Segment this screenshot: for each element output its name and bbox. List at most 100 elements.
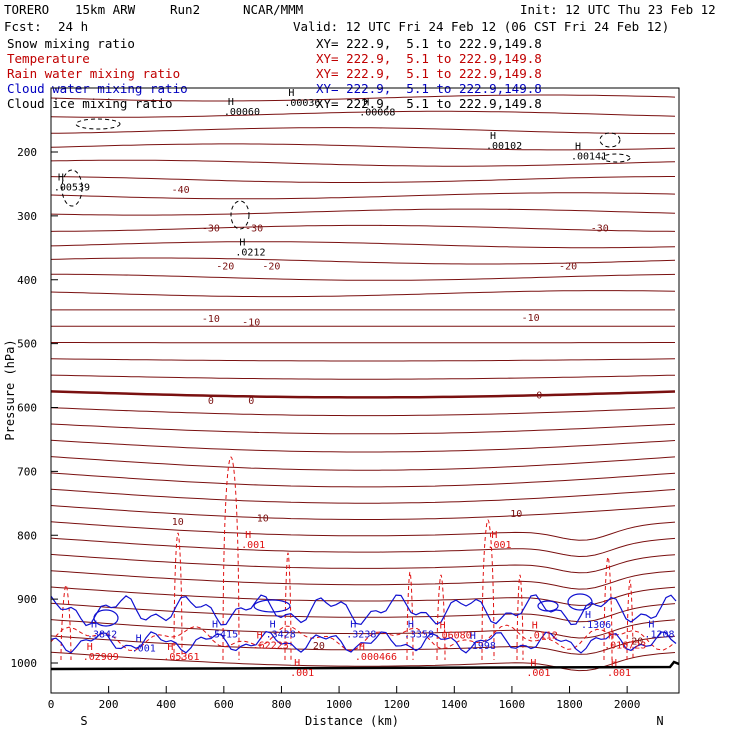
temperature-contour [50, 374, 676, 380]
maximum-marker: H [585, 610, 591, 621]
maximum-marker: H [288, 88, 294, 99]
legend-rain-xy: XY= 222.9, 5.1 to 222.9,149.8 [316, 66, 542, 81]
temperature-contour [50, 208, 676, 216]
rain-contours [50, 456, 676, 661]
temperature-contour [50, 505, 676, 520]
temperature-contour-label: 10 [257, 513, 269, 524]
maximum-marker: H [87, 642, 93, 653]
cloud-water-contour [253, 599, 291, 613]
rain-contour [284, 552, 292, 661]
ground-surface [50, 660, 680, 671]
cloud-water-contour [567, 593, 593, 611]
legend-cloud-ice-xy: XY= 222.9, 5.1 to 222.9,149.8 [316, 96, 542, 111]
temperature-contour-label: -20 [559, 262, 577, 273]
cloud-water-contour [50, 594, 677, 627]
rain-contour [60, 584, 72, 661]
temperature-contour-label: -20 [216, 262, 234, 273]
temperature-contour [50, 586, 676, 606]
maximum-value-label: .00068 [359, 108, 395, 119]
y-tick-label: 800 [17, 529, 37, 542]
legend-rain: Rain water mixing ratio [7, 66, 181, 81]
maximum-marker: H [611, 658, 617, 669]
temperature-contour [50, 290, 676, 298]
model-resolution: 15km ARW [75, 2, 136, 17]
legend-snow-xy: XY= 222.9, 5.1 to 222.9,149.8 [316, 36, 542, 51]
temperature-contour [51, 273, 676, 281]
y-axis-title: Pressure (hPa) [3, 339, 17, 440]
temperature-contour [50, 570, 676, 590]
maximum-value-label: .001 [526, 668, 550, 679]
maximum-value-label: .3238 [346, 629, 376, 640]
maximum-marker: H [648, 619, 654, 630]
maximum-value-label: .000466 [355, 652, 397, 663]
axes: 0 200 400 600 800 1000 1200 1400 1600 1800 2000200… [11, 146, 641, 711]
temperature-contour-label: 20 [313, 641, 325, 652]
rain-contour [50, 624, 676, 652]
org-label: NCAR/MMM [243, 2, 304, 17]
legend-temperature: Temperature [7, 51, 90, 66]
contour-labels: -40 -30 -30 -30 -20 -20 -20 -10 -10 -10 0 0 0 10 10 10 2… [54, 88, 675, 679]
x-end-label-north: N [656, 714, 663, 728]
y-tick-label: 200 [17, 146, 37, 159]
cloud-water-contours [50, 593, 677, 654]
maximum-marker: H [270, 619, 276, 630]
x-tick-label: 1000 [326, 698, 353, 711]
maximum-marker: H [470, 631, 476, 642]
temperature-contour-label: -30 [202, 223, 220, 234]
model-name: TORERO [4, 2, 50, 17]
temperature-contour [50, 257, 676, 265]
temperature-contour [50, 423, 676, 435]
cloud-ice-contour [75, 118, 121, 130]
temperature-contours [50, 94, 676, 672]
temperature-contour [50, 110, 676, 118]
temperature-contour [50, 472, 676, 488]
temperature-contour [50, 390, 676, 399]
ground-line [50, 660, 680, 671]
rain-contour [626, 579, 634, 661]
rain-contour [436, 574, 446, 661]
x-tick-label: 400 [156, 698, 176, 711]
cloud-ice-contour [601, 153, 631, 163]
temperature-contour [50, 159, 676, 167]
temperature-contour [50, 488, 676, 504]
plot-frame [50, 87, 680, 694]
cloud-ice-contour [230, 200, 250, 230]
maximum-value-label: .00060 [224, 107, 260, 118]
maximum-value-label: .00036 [284, 98, 320, 109]
maximum-marker: H [167, 642, 173, 653]
x-tick-label: 0 [48, 698, 55, 711]
maximum-marker: H [257, 630, 263, 641]
cloud-ice-contour [599, 132, 621, 148]
temperature-contour-label: 10 [172, 517, 184, 528]
temperature-contour [50, 143, 676, 151]
maximum-marker: H [350, 619, 356, 630]
x-tick-label: 1400 [441, 698, 468, 711]
temperature-contour-label: -30 [591, 223, 609, 234]
x-tick-label: 800 [272, 698, 292, 711]
maximum-value-label: .00539 [54, 182, 90, 193]
maximum-value-label: .02909 [83, 652, 119, 663]
temperature-contour [50, 553, 676, 574]
legend-temperature-xy: XY= 222.9, 5.1 to 222.9,149.8 [316, 51, 542, 66]
rain-contour [222, 456, 240, 661]
maximum-marker: H [228, 97, 234, 108]
maximum-value-label: .00141 [571, 152, 607, 163]
maximum-value-label: .62223 [253, 640, 289, 651]
maximum-value-label: .1306 [581, 620, 611, 631]
init-time: Init: 12 UTC Thu 23 Feb 12 [520, 2, 716, 17]
maximum-value-label: .06080 [436, 631, 472, 642]
y-tick-label: 500 [17, 338, 37, 351]
valid-time: Valid: 12 UTC Fri 24 Feb 12 (06 CST Fri … [293, 19, 670, 34]
maximum-marker: H [212, 619, 218, 630]
maximum-marker: H [58, 172, 64, 183]
y-tick-label: 900 [17, 593, 37, 606]
temperature-contour-label: 0 [248, 396, 254, 407]
maximum-value-label: .00102 [486, 141, 522, 152]
maximum-marker: H [608, 630, 614, 641]
temperature-contour-label: -30 [245, 223, 263, 234]
rain-contour [173, 532, 183, 661]
maximum-value-label: .001 [487, 540, 511, 551]
x-tick-label: 1600 [499, 698, 526, 711]
forecast-hour: 24 h [58, 19, 89, 34]
